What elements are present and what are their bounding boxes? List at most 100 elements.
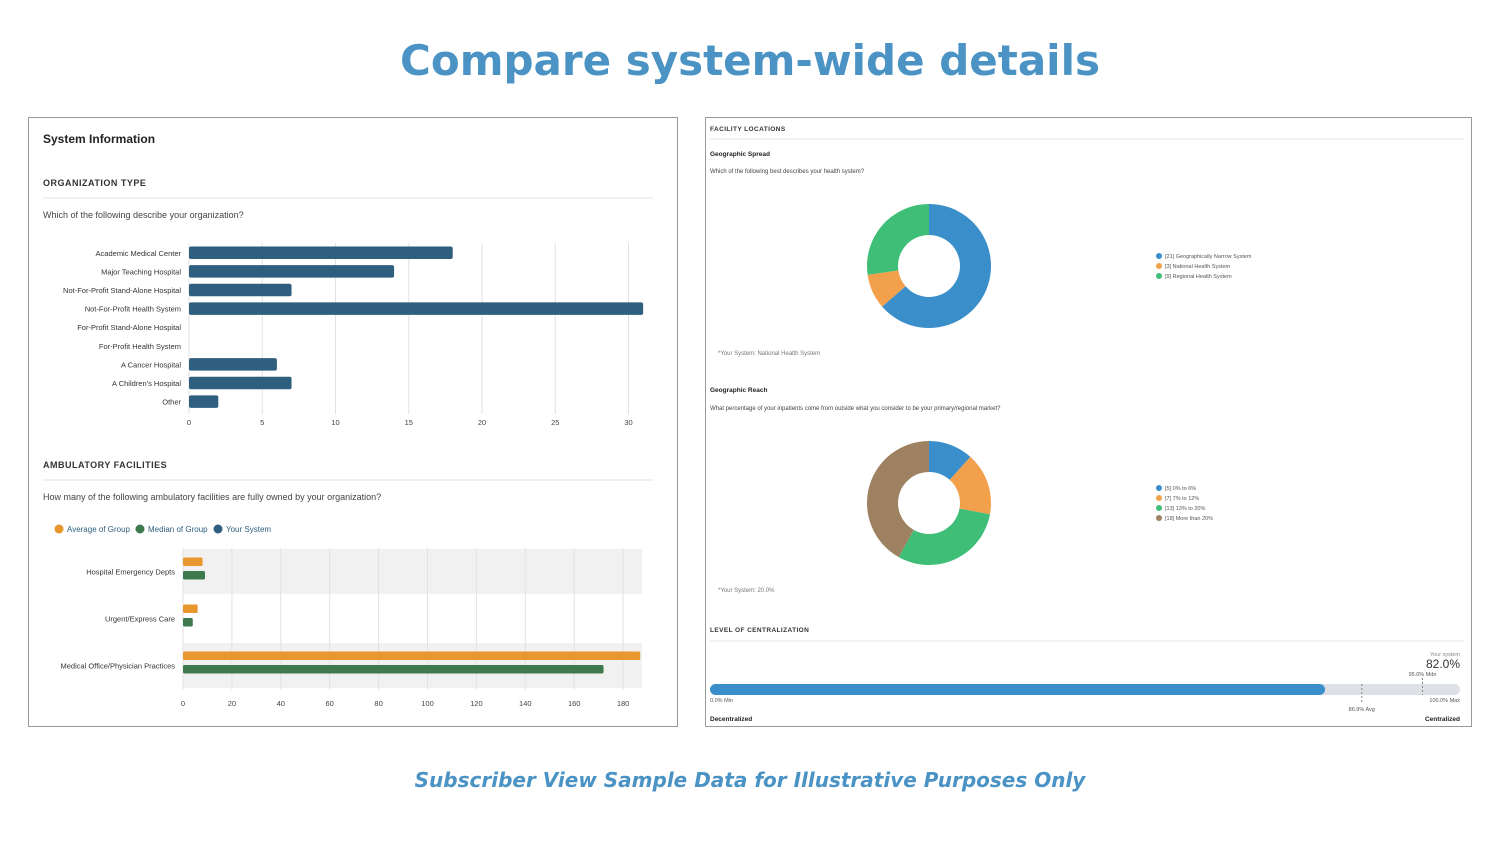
- legend-label[interactable]: [21] Geographically Narrow System: [1165, 254, 1252, 260]
- bar-median-of-group-urgent-express-care[interactable]: [183, 618, 193, 627]
- bar-academic-medical-center[interactable]: [189, 246, 453, 260]
- legend-swatch[interactable]: [1156, 515, 1162, 521]
- category-label: A Children's Hospital: [112, 379, 181, 388]
- x-tick-label: 0: [187, 418, 191, 427]
- x-tick-label: 60: [326, 699, 334, 708]
- system-information-canvas: System Information ORGANIZATION TYPE Whi…: [43, 132, 653, 708]
- org-type-question: Which of the following describe your org…: [43, 210, 244, 220]
- x-tick-label: 20: [228, 699, 236, 708]
- bar-not-for-profit-stand-alone-hospital[interactable]: [189, 283, 292, 297]
- category-label: For-Profit Health System: [99, 342, 181, 351]
- ambulatory-chart: 0 20 40 60 80 100 120 140 160 180 Hospital Emergen…: [61, 548, 642, 708]
- bar-major-teaching-hospital[interactable]: [189, 265, 395, 278]
- legend-label[interactable]: [5] 0% to 6%: [1165, 486, 1196, 492]
- x-tick-label: 5: [260, 418, 264, 427]
- slice-3-national-health-system[interactable]: [867, 270, 906, 307]
- legend-label-median[interactable]: Median of Group: [148, 525, 208, 534]
- max-label: 100.0% Max: [1429, 698, 1460, 704]
- x-tick-label: 15: [405, 418, 413, 427]
- x-tick-label: 25: [551, 418, 559, 427]
- your-system-value: 82.0%: [1426, 657, 1460, 671]
- bar-average-of-group-hospital-emergency-depts[interactable]: [183, 557, 203, 567]
- slice-18-more-than-20[interactable]: [866, 441, 929, 558]
- category-label: Other: [162, 398, 181, 407]
- decentralized-label: Decentralized: [710, 716, 752, 723]
- min-label: 0.0% Min: [710, 698, 733, 704]
- ambulatory-heading: AMBULATORY FACILITIES: [43, 460, 167, 470]
- centralization-gauge: Your system 82.0% 95.0% Mdn 0.0% Min 100…: [710, 652, 1460, 723]
- category-label: For-Profit Stand-Alone Hospital: [77, 323, 181, 332]
- bar-a-cancer-hospital[interactable]: [189, 358, 277, 371]
- x-tick-label: 100: [421, 699, 434, 708]
- geographic-reach-donut: [866, 441, 991, 565]
- median-label: 95.0% Mdn: [1409, 672, 1437, 678]
- bar-median-of-group-medical-office-physician-practices[interactable]: [183, 665, 604, 674]
- legend-swatch[interactable]: [1156, 263, 1162, 269]
- x-tick-label: 120: [470, 699, 483, 708]
- centralization-fill: [710, 684, 1325, 695]
- legend-swatch[interactable]: [1156, 495, 1162, 501]
- x-tick-label: 20: [478, 418, 486, 427]
- category-label: Not-For-Profit Health System: [85, 305, 181, 314]
- bar-median-of-group-hospital-emergency-depts[interactable]: [183, 571, 206, 580]
- your-system-label: Your system: [1430, 652, 1460, 658]
- x-tick-label: 30: [624, 418, 632, 427]
- legend-swatch-median[interactable]: [135, 524, 145, 534]
- bar-not-for-profit-health-system[interactable]: [189, 302, 644, 315]
- legend-swatch[interactable]: [1156, 273, 1162, 279]
- slice-5-0-to-6[interactable]: [929, 441, 971, 480]
- category-label: A Cancer Hospital: [121, 360, 181, 369]
- legend-swatch-average[interactable]: [54, 524, 64, 534]
- category-label: Urgent/Express Care: [105, 615, 175, 624]
- legend-label-average[interactable]: Average of Group: [67, 525, 131, 534]
- slice-9-regional-health-system[interactable]: [867, 204, 929, 275]
- legend-swatch[interactable]: [1156, 505, 1162, 511]
- ambulatory-legend: Average of Group Median of Group Your Sy…: [54, 524, 271, 534]
- legend-label[interactable]: [18] More than 20%: [1165, 516, 1213, 522]
- facility-locations-panel: FACILITY LOCATIONS Geographic Spread Whi…: [705, 117, 1472, 727]
- x-tick-label: 180: [617, 699, 630, 708]
- category-label: Major Teaching Hospital: [101, 267, 181, 276]
- ambulatory-question: How many of the following ambulatory fac…: [43, 492, 381, 502]
- average-label: 86.9% Avg: [1349, 707, 1375, 713]
- category-label: Academic Medical Center: [96, 249, 182, 258]
- legend-label[interactable]: [3] National Health System: [1165, 264, 1231, 270]
- panel-title: System Information: [43, 132, 155, 146]
- geographic-spread-note: *Your System: National Health System: [718, 351, 820, 357]
- legend-swatch[interactable]: [1156, 253, 1162, 259]
- bar-average-of-group-urgent-express-care[interactable]: [183, 604, 198, 614]
- geographic-spread-title: Geographic Spread: [710, 151, 770, 158]
- slice-13-13-to-20[interactable]: [898, 508, 990, 565]
- geographic-reach-note: *Your System: 20.0%: [718, 588, 775, 594]
- category-label: Hospital Emergency Depts: [86, 568, 175, 577]
- slice-7-7-to-12[interactable]: [949, 456, 991, 515]
- legend-label[interactable]: [7] 7% to 12%: [1165, 496, 1199, 502]
- system-information-panel: System Information ORGANIZATION TYPE Whi…: [28, 117, 678, 727]
- org-type-chart: 0 5 10 15 20 25 30 Academic Medical Center Major…: [63, 243, 644, 427]
- facility-locations-canvas: FACILITY LOCATIONS Geographic Spread Whi…: [710, 126, 1464, 723]
- legend-label[interactable]: [9] Regional Health System: [1165, 274, 1232, 280]
- page-title: Compare system-wide details: [400, 36, 1100, 85]
- x-tick-label: 0: [181, 699, 185, 708]
- bar-other[interactable]: [189, 395, 219, 408]
- x-tick-label: 160: [568, 699, 581, 708]
- geographic-spread-donut: [867, 204, 991, 328]
- geographic-spread-legend: [21] Geographically Narrow System [3] Nat…: [1156, 253, 1252, 280]
- x-tick-label: 10: [331, 418, 339, 427]
- legend-label-your-system[interactable]: Your System: [226, 525, 271, 534]
- category-label: Not-For-Profit Stand-Alone Hospital: [63, 286, 181, 295]
- geographic-reach-question: What percentage of your inpatients come …: [710, 406, 1001, 412]
- category-band: [183, 549, 642, 594]
- geographic-reach-title: Geographic Reach: [710, 387, 767, 394]
- legend-swatch-your-system[interactable]: [213, 524, 223, 534]
- x-tick-label: 140: [519, 699, 532, 708]
- slice-21-geographically-narrow-system[interactable]: [882, 204, 991, 328]
- bar-a-children-s-hospital[interactable]: [189, 376, 292, 390]
- legend-label[interactable]: [13] 13% to 20%: [1165, 506, 1205, 512]
- org-type-heading: ORGANIZATION TYPE: [43, 178, 146, 188]
- category-label: Medical Office/Physician Practices: [61, 662, 176, 671]
- legend-swatch[interactable]: [1156, 485, 1162, 491]
- facility-locations-heading: FACILITY LOCATIONS: [710, 126, 786, 133]
- bar-average-of-group-medical-office-physician-practices[interactable]: [183, 651, 641, 661]
- x-tick-label: 80: [374, 699, 382, 708]
